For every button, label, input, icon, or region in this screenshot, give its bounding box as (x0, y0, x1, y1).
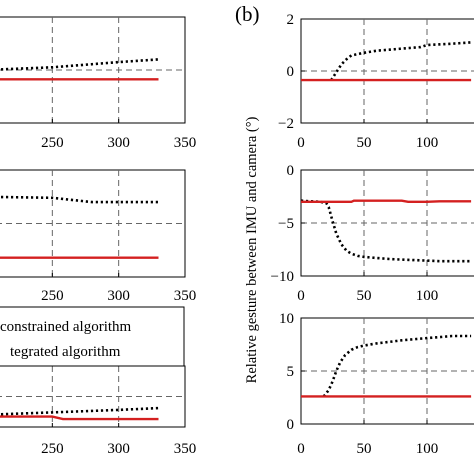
y-tick-label: −10 (271, 269, 294, 285)
series-dotted-right-1 (330, 41, 472, 81)
x-tick-label: 0 (297, 288, 305, 304)
x-tick-label: 300 (107, 135, 130, 151)
x-tick-label: 100 (416, 135, 439, 151)
x-tick-label: 50 (357, 135, 372, 151)
x-tick-label: 50 (357, 288, 372, 304)
y-tick-label: 2 (287, 12, 295, 28)
x-tick-label: 100 (416, 441, 439, 457)
x-tick-label: 350 (174, 288, 197, 304)
x-tick-label: 300 (107, 441, 130, 457)
legend-box: constrained algorithm tegrated algorithm (0, 306, 185, 367)
chart-panel-left-3: 250 300 350 (0, 365, 197, 457)
panel-label: (b) (235, 2, 260, 26)
chart-panel-left-2: 250 300 350 (0, 169, 197, 304)
x-tick-label: 100 (416, 288, 439, 304)
series-dotted-left-3 (0, 406, 159, 416)
series-dotted-right-3 (322, 334, 472, 398)
y-tick-label: 5 (287, 364, 295, 380)
y-tick-label: 10 (279, 311, 294, 327)
y-axis-label: Relative gesture between IMU and camera … (244, 116, 260, 383)
series-dotted-left-1 (0, 58, 159, 71)
legend-frame (0, 306, 185, 367)
x-tick-label: 300 (107, 288, 130, 304)
plot-frame (0, 16, 186, 124)
y-tick-label: −5 (278, 216, 294, 232)
series-solid-left-3 (0, 415, 159, 421)
y-tick-label: −2 (278, 116, 294, 132)
y-tick-label: 0 (287, 64, 295, 80)
plot-frame (0, 169, 186, 278)
chart-panel-left-1: 250 300 350 (0, 16, 197, 151)
x-tick-label: 250 (41, 288, 64, 304)
y-tick-label: 0 (287, 417, 295, 433)
x-tick-label: 0 (297, 441, 305, 457)
y-tick-label: 0 (287, 163, 295, 179)
chart-panel-right-2: 0 50 100 0 −5 −10 (271, 163, 474, 304)
legend-item-1: constrained algorithm (0, 319, 132, 335)
x-tick-label: 50 (357, 441, 372, 457)
series-solid-right-2 (301, 199, 472, 204)
x-tick-label: 0 (297, 135, 305, 151)
x-tick-label: 250 (41, 135, 64, 151)
series-dotted-left-2 (0, 195, 159, 204)
x-tick-label: 250 (41, 441, 64, 457)
legend-item-2: tegrated algorithm (10, 344, 121, 360)
x-tick-label: 350 (174, 441, 197, 457)
series-dotted-right-2 (301, 199, 472, 263)
x-tick-label: 350 (174, 135, 197, 151)
